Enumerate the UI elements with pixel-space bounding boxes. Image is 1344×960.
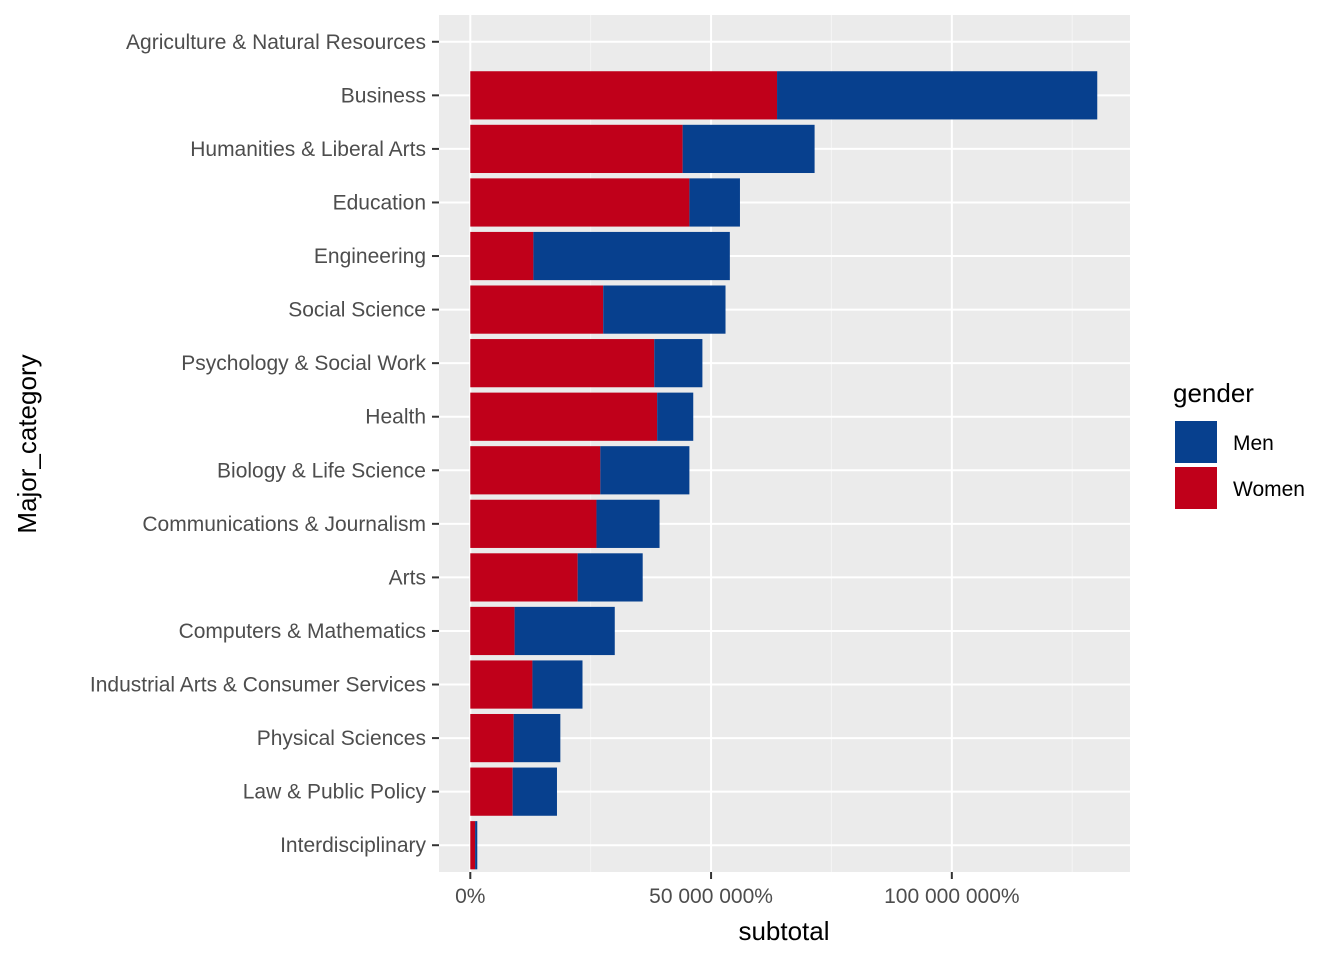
bar-men-3 [689,178,740,227]
legend-label-men: Men [1233,432,1274,455]
y-axis: Agriculture & Natural Resources Business H… [90,31,439,857]
bar-women-5 [470,285,604,334]
bar-women-3 [470,178,690,227]
bar-women-15 [470,821,476,870]
y-tick-label-15: Interdisciplinary [280,834,426,857]
y-tick-label-6: Psychology & Social Work [181,352,426,375]
bar-women-8 [470,446,601,495]
bar-women-11 [470,606,515,656]
bar-men-12 [532,660,583,709]
legend-key-men [1175,421,1217,463]
bar-women-7 [470,392,658,441]
bar-women-13 [470,713,514,763]
bar-men-15 [475,821,478,870]
bar-women-2 [470,124,683,174]
bar-women-9 [470,499,597,548]
y-tick-label-5: Social Science [288,299,426,322]
bar-women-6 [470,339,655,388]
legend-key-women [1175,467,1217,509]
bar-women-10 [470,553,578,602]
y-tick-label-10: Arts [389,566,426,589]
bar-women-14 [470,767,513,816]
bar-men-4 [533,231,730,281]
y-tick-label-12: Industrial Arts & Consumer Services [90,674,426,697]
bars [470,71,1098,870]
bar-women-1 [470,71,778,120]
y-tick-label-1: Business [341,84,426,107]
bar-men-11 [514,606,615,656]
y-tick-label-7: Health [365,406,426,429]
x-tick-label-0: 0% [455,885,485,908]
bar-men-13 [513,713,561,763]
y-tick-label-4: Engineering [314,245,426,268]
legend: gender Men Women [1173,378,1305,509]
y-tick-label-3: Education [333,191,426,214]
bar-men-6 [654,339,703,388]
y-tick-label-14: Law & Public Policy [243,781,427,804]
y-tick-label-8: Biology & Life Science [217,459,426,482]
x-tick-label-1: 50 000 000% [649,885,773,908]
legend-title: gender [1173,378,1254,408]
legend-label-women: Women [1233,478,1305,501]
bar-men-10 [577,553,643,602]
bar-women-4 [470,231,534,281]
x-axis-title: subtotal [738,916,829,946]
bar-men-1 [777,71,1098,120]
bar-men-7 [657,392,694,441]
x-axis: 0% 50 000 000% 100 000 000% [455,872,1020,908]
bar-men-5 [603,285,726,334]
bar-men-8 [600,446,690,495]
y-tick-label-9: Communications & Journalism [142,513,426,536]
x-tick-label-2: 100 000 000% [884,885,1019,908]
y-tick-label-13: Physical Sciences [257,727,426,750]
y-tick-label-2: Humanities & Liberal Arts [190,138,426,161]
y-axis-title: Major_category [12,354,42,533]
y-tick-label-11: Computers & Mathematics [179,620,426,643]
bar-men-9 [596,499,660,548]
y-tick-label-0: Agriculture & Natural Resources [126,31,426,54]
bar-men-2 [682,124,815,174]
bar-women-12 [470,660,533,709]
bar-men-14 [512,767,557,816]
